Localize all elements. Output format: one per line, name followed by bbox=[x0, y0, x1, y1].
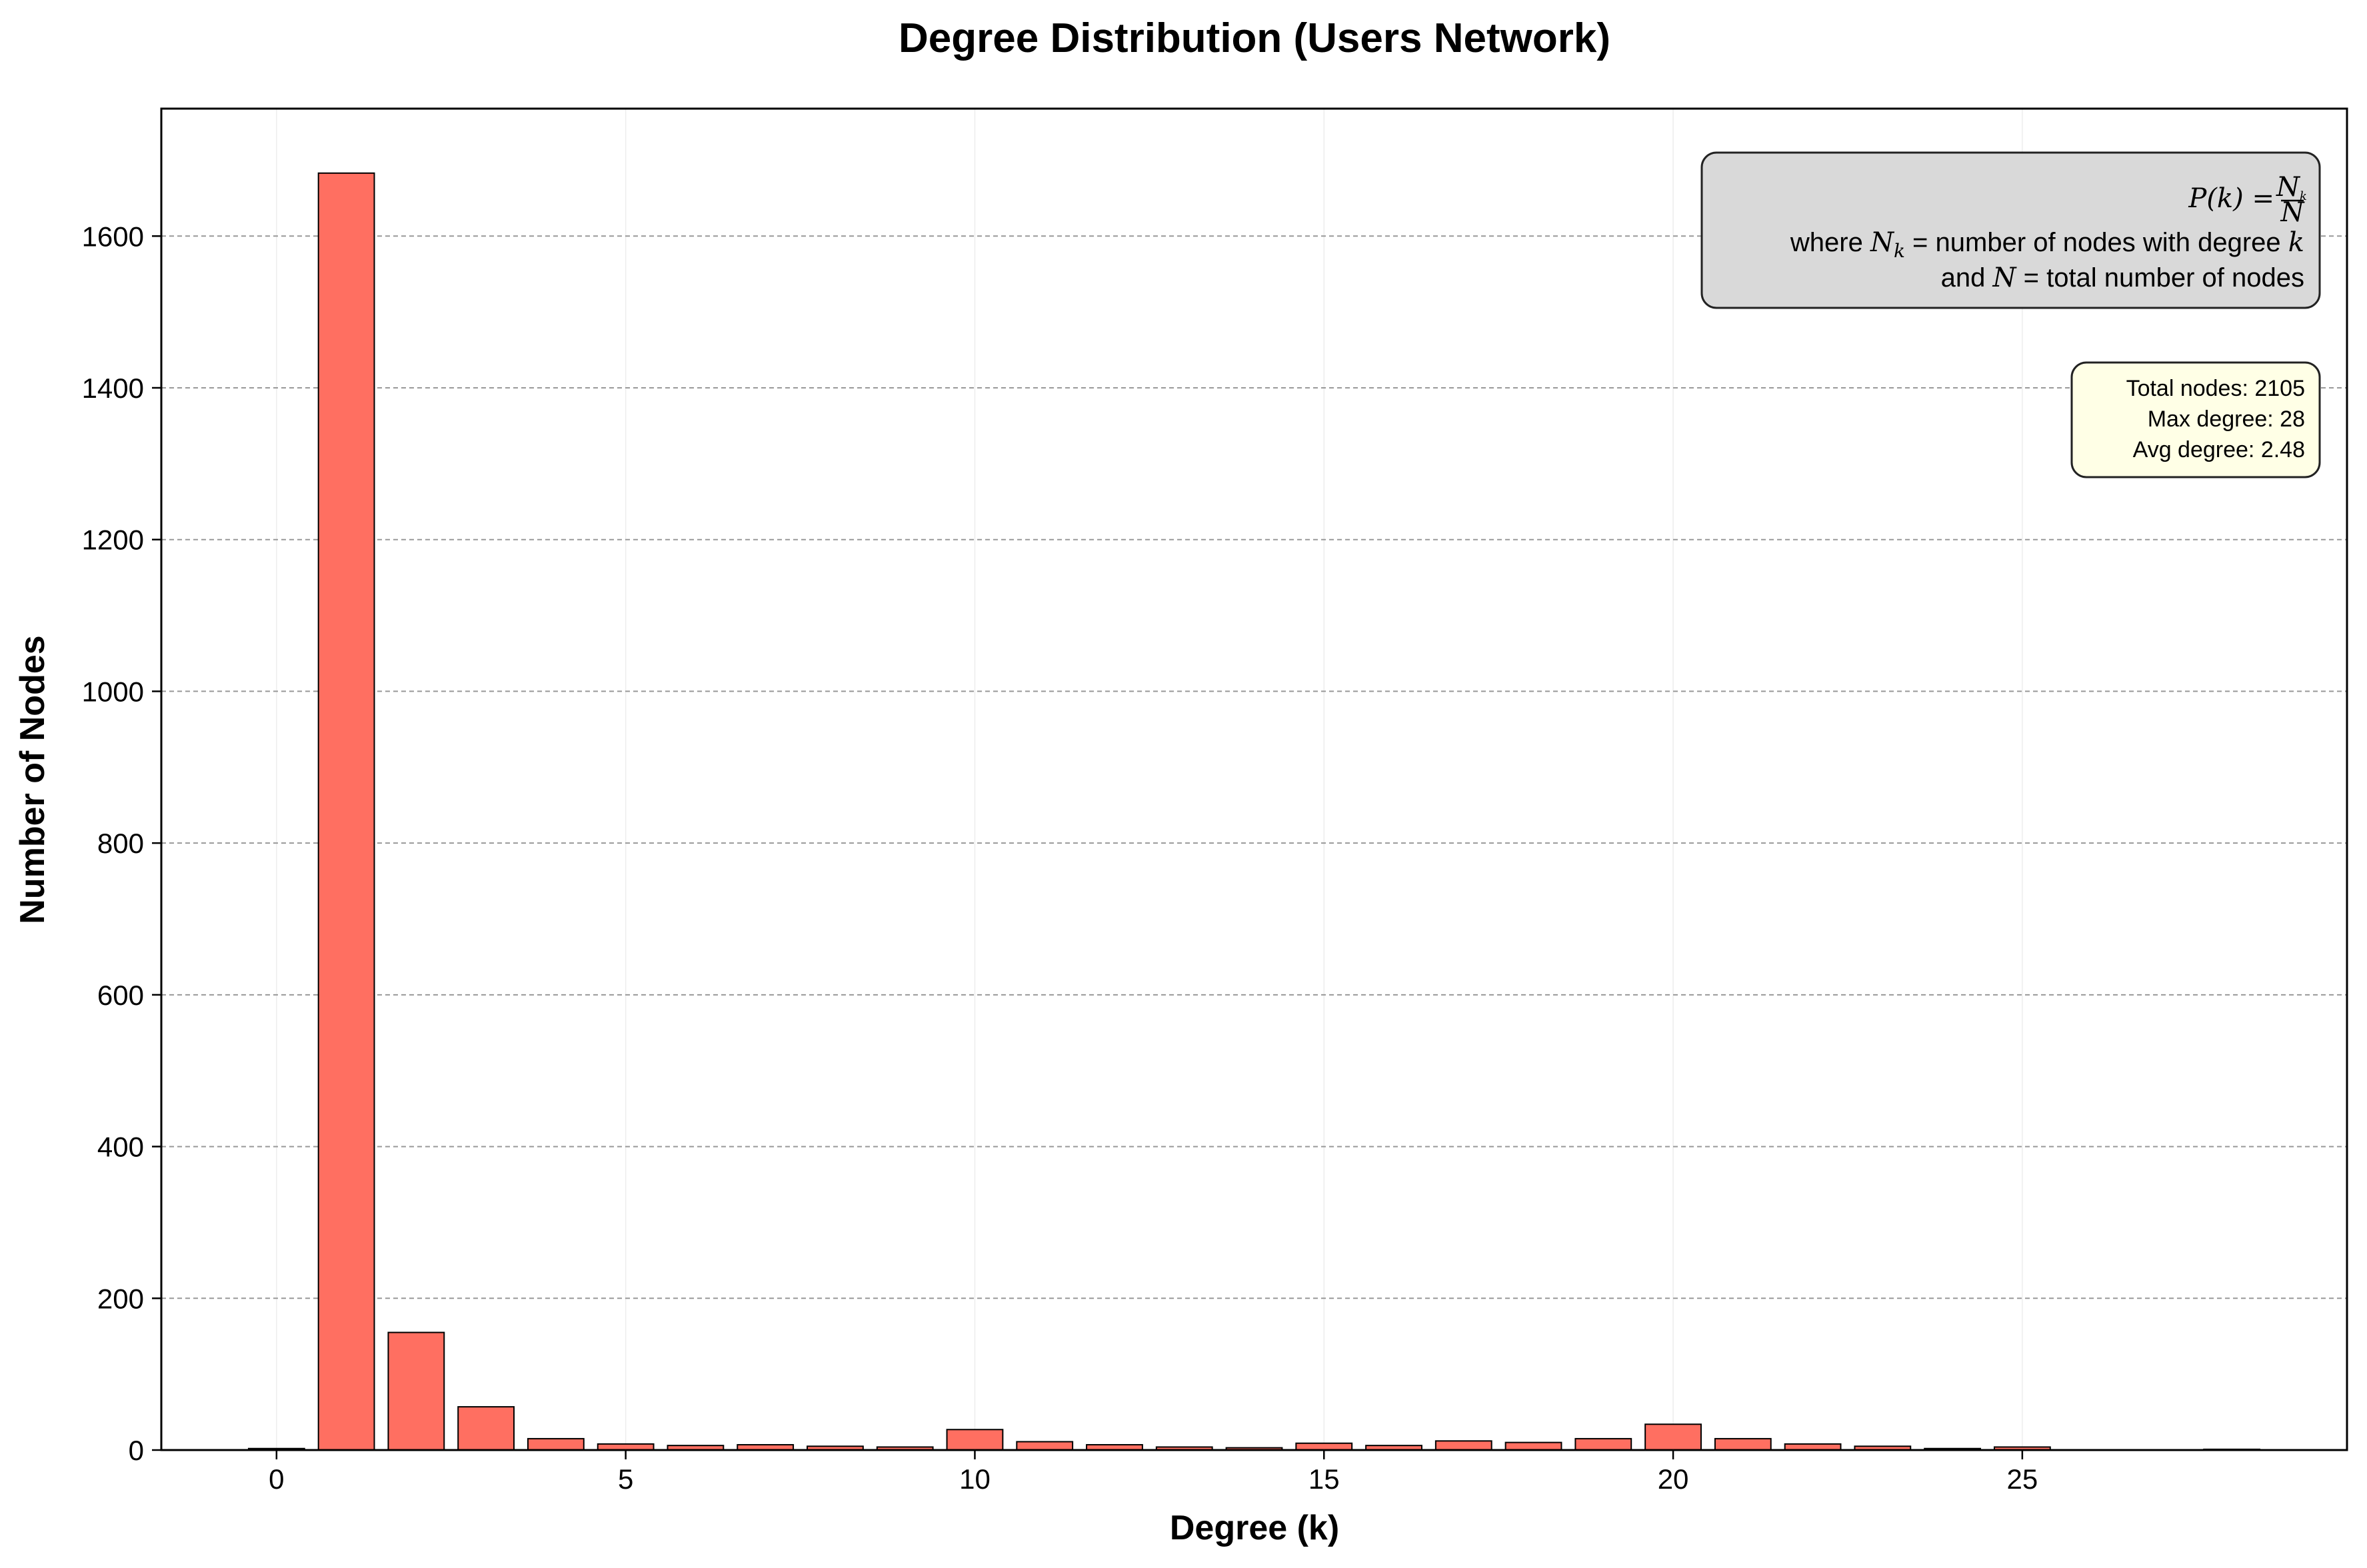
bar-degree-3 bbox=[457, 1406, 515, 1451]
y-tick-label: 1200 bbox=[82, 524, 144, 556]
formula-line-1: P(k) = Nk N bbox=[2188, 172, 2307, 228]
bar-degree-17 bbox=[1434, 1440, 1492, 1451]
bar-degree-10 bbox=[946, 1429, 1004, 1451]
bar-degree-2 bbox=[387, 1331, 445, 1451]
chart-title: Degree Distribution (Users Network) bbox=[899, 15, 1610, 61]
y-tick-label: 1600 bbox=[82, 221, 144, 252]
stats-box: Total nodes: 2105 Max degree: 28 Avg deg… bbox=[2070, 361, 2321, 478]
bar-degree-20 bbox=[1644, 1423, 1702, 1451]
y-tick-label: 0 bbox=[129, 1435, 144, 1466]
x-tick-label: 5 bbox=[618, 1463, 633, 1495]
bar-degree-19 bbox=[1574, 1437, 1632, 1451]
bar-degree-11 bbox=[1016, 1441, 1074, 1451]
x-axis-label: Degree (k) bbox=[1170, 1509, 1339, 1547]
bar-degree-4 bbox=[527, 1437, 585, 1451]
y-tick-label: 1400 bbox=[82, 373, 144, 404]
formula-line-2: where Nk = number of nodes with degree k bbox=[1790, 227, 2304, 262]
y-tick-label: 200 bbox=[97, 1283, 144, 1314]
y-axis-label: Number of Nodes bbox=[13, 635, 52, 924]
formula-box-background bbox=[1700, 151, 2321, 309]
stats-max-degree: Max degree: 28 bbox=[2148, 406, 2305, 432]
stats-avg-degree: Avg degree: 2.48 bbox=[2133, 437, 2305, 462]
bar-degree-15 bbox=[1295, 1442, 1353, 1451]
grid-lines bbox=[161, 109, 2347, 1450]
stats-total-nodes: Total nodes: 2105 bbox=[2126, 376, 2305, 401]
y-tick-label: 400 bbox=[97, 1132, 144, 1163]
formula-box: P(k) = Nk N where Nk = number of nodes w… bbox=[1700, 151, 2321, 309]
x-tick-label: 10 bbox=[959, 1463, 991, 1495]
x-tick-label: 20 bbox=[1658, 1463, 1689, 1495]
stats-box-background bbox=[2070, 361, 2321, 478]
x-tick-label: 25 bbox=[2007, 1463, 2038, 1495]
y-tick-label: 800 bbox=[97, 828, 144, 859]
formula-lhs: P(k) = bbox=[2188, 183, 2274, 214]
y-tick-label: 1000 bbox=[82, 676, 144, 707]
bar-degree-21 bbox=[1714, 1437, 1772, 1451]
formula-fraction-denominator: N bbox=[2280, 197, 2306, 228]
bar-degree-18 bbox=[1504, 1441, 1562, 1451]
plot-frame bbox=[160, 107, 2348, 1451]
bar-degree-1 bbox=[317, 172, 375, 1451]
axis-ticks: 0 5 10 15 20 25 0 200 400 600 800 1000 1200 1400 1600 bbox=[82, 221, 2038, 1495]
y-tick-label: 600 bbox=[97, 980, 144, 1011]
formula-fraction-numerator: Nk bbox=[2276, 172, 2307, 203]
formula-line-3: and N = total number of nodes bbox=[1941, 263, 2304, 293]
x-tick-label: 0 bbox=[269, 1463, 284, 1495]
x-tick-label: 15 bbox=[1308, 1463, 1340, 1495]
